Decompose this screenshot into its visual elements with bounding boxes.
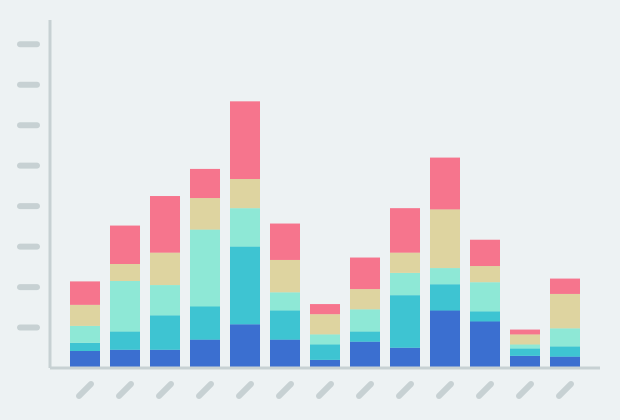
x-tick-label-placeholder (556, 381, 574, 399)
bar-stack (270, 223, 300, 368)
bar-segment-series-4 (110, 264, 140, 281)
y-axis-ticks (17, 41, 40, 331)
bar-segment-series-5 (350, 257, 380, 290)
bar-segment-series-1 (150, 349, 180, 368)
bar-segment-series-2 (310, 344, 340, 360)
bar-segment-series-4 (70, 304, 100, 326)
bar-segment-series-5 (110, 225, 140, 265)
bars-layer (70, 101, 580, 368)
bar-segment-series-2 (430, 284, 460, 311)
bar-segment-series-2 (390, 295, 420, 348)
bar-segment-series-5 (550, 278, 580, 294)
bar-segment-series-3 (70, 325, 100, 343)
bar-segment-series-2 (470, 311, 500, 322)
bar-stack (110, 225, 140, 368)
bar-segment-series-2 (190, 306, 220, 340)
bar-segment-series-4 (190, 198, 220, 230)
x-tick-label-placeholder (236, 381, 254, 399)
bar-segment-series-1 (270, 339, 300, 368)
bar-segment-series-5 (270, 223, 300, 260)
bar-segment-series-3 (470, 282, 500, 312)
x-tick-label-placeholder (316, 381, 334, 399)
bar-segment-series-2 (510, 348, 540, 356)
bar-segment-series-3 (150, 285, 180, 316)
bar-stack (350, 257, 380, 368)
bar-segment-series-3 (350, 309, 380, 332)
bar-stack (430, 157, 460, 368)
bar-segment-series-4 (510, 334, 540, 345)
bar-segment-series-3 (310, 334, 340, 345)
bar-segment-series-4 (550, 293, 580, 329)
bar-segment-series-4 (390, 252, 420, 273)
bar-segment-series-1 (190, 339, 220, 368)
bar-segment-series-1 (310, 359, 340, 368)
bar-segment-series-1 (550, 356, 580, 368)
x-tick-label-placeholder (396, 381, 414, 399)
bar-stack (150, 196, 180, 368)
bar-segment-series-4 (230, 179, 260, 209)
bar-segment-series-5 (310, 304, 340, 315)
bar-stack (70, 281, 100, 368)
bar-stack (190, 168, 220, 368)
bar-segment-series-5 (470, 239, 500, 267)
x-tick-label-placeholder (276, 381, 294, 399)
bar-segment-series-4 (430, 209, 460, 269)
bar-segment-series-1 (430, 310, 460, 368)
bar-segment-series-1 (230, 324, 260, 368)
bar-segment-series-3 (270, 292, 300, 311)
bar-stack (470, 239, 500, 368)
bar-segment-series-3 (550, 328, 580, 347)
bar-stack (310, 304, 340, 368)
bar-segment-series-5 (510, 329, 540, 335)
bar-stack (390, 208, 420, 368)
x-tick-label-placeholder (436, 381, 454, 399)
bar-segment-series-4 (470, 266, 500, 283)
x-tick-label-placeholder (76, 381, 94, 399)
x-tick-label-placeholder (116, 381, 134, 399)
x-tick-label-placeholder (516, 381, 534, 399)
bar-segment-series-5 (230, 101, 260, 180)
bar-segment-series-1 (110, 349, 140, 368)
bar-segment-series-5 (430, 157, 460, 210)
x-tick-label-placeholder (196, 381, 214, 399)
bar-segment-series-3 (430, 268, 460, 285)
bar-segment-series-3 (190, 229, 220, 307)
bar-segment-series-3 (230, 208, 260, 247)
bar-segment-series-4 (150, 252, 180, 286)
bar-segment-series-3 (110, 281, 140, 332)
bar-segment-series-2 (110, 331, 140, 350)
bar-segment-series-1 (390, 347, 420, 368)
bar-segment-series-2 (350, 331, 380, 342)
bar-segment-series-4 (350, 289, 380, 310)
x-axis-ticks (76, 381, 574, 399)
bar-segment-series-4 (310, 314, 340, 335)
bar-segment-series-1 (350, 341, 380, 368)
bar-stack (230, 101, 260, 368)
bar-segment-series-2 (550, 346, 580, 357)
bar-segment-series-2 (230, 246, 260, 325)
bar-segment-series-2 (150, 315, 180, 350)
bar-segment-series-3 (390, 272, 420, 296)
x-tick-label-placeholder (476, 381, 494, 399)
bar-segment-series-2 (70, 342, 100, 352)
bar-segment-series-4 (270, 259, 300, 293)
bar-segment-series-1 (510, 355, 540, 368)
x-tick-label-placeholder (156, 381, 174, 399)
x-tick-label-placeholder (356, 381, 374, 399)
bar-segment-series-1 (470, 321, 500, 368)
bar-segment-series-5 (190, 168, 220, 199)
bar-segment-series-5 (150, 196, 180, 253)
bar-segment-series-5 (70, 281, 100, 305)
bar-segment-series-2 (270, 310, 300, 340)
bar-stack (510, 329, 540, 368)
bar-segment-series-3 (510, 344, 540, 349)
bar-segment-series-1 (70, 351, 100, 368)
bar-segment-series-5 (390, 208, 420, 253)
bar-stack (550, 278, 580, 368)
